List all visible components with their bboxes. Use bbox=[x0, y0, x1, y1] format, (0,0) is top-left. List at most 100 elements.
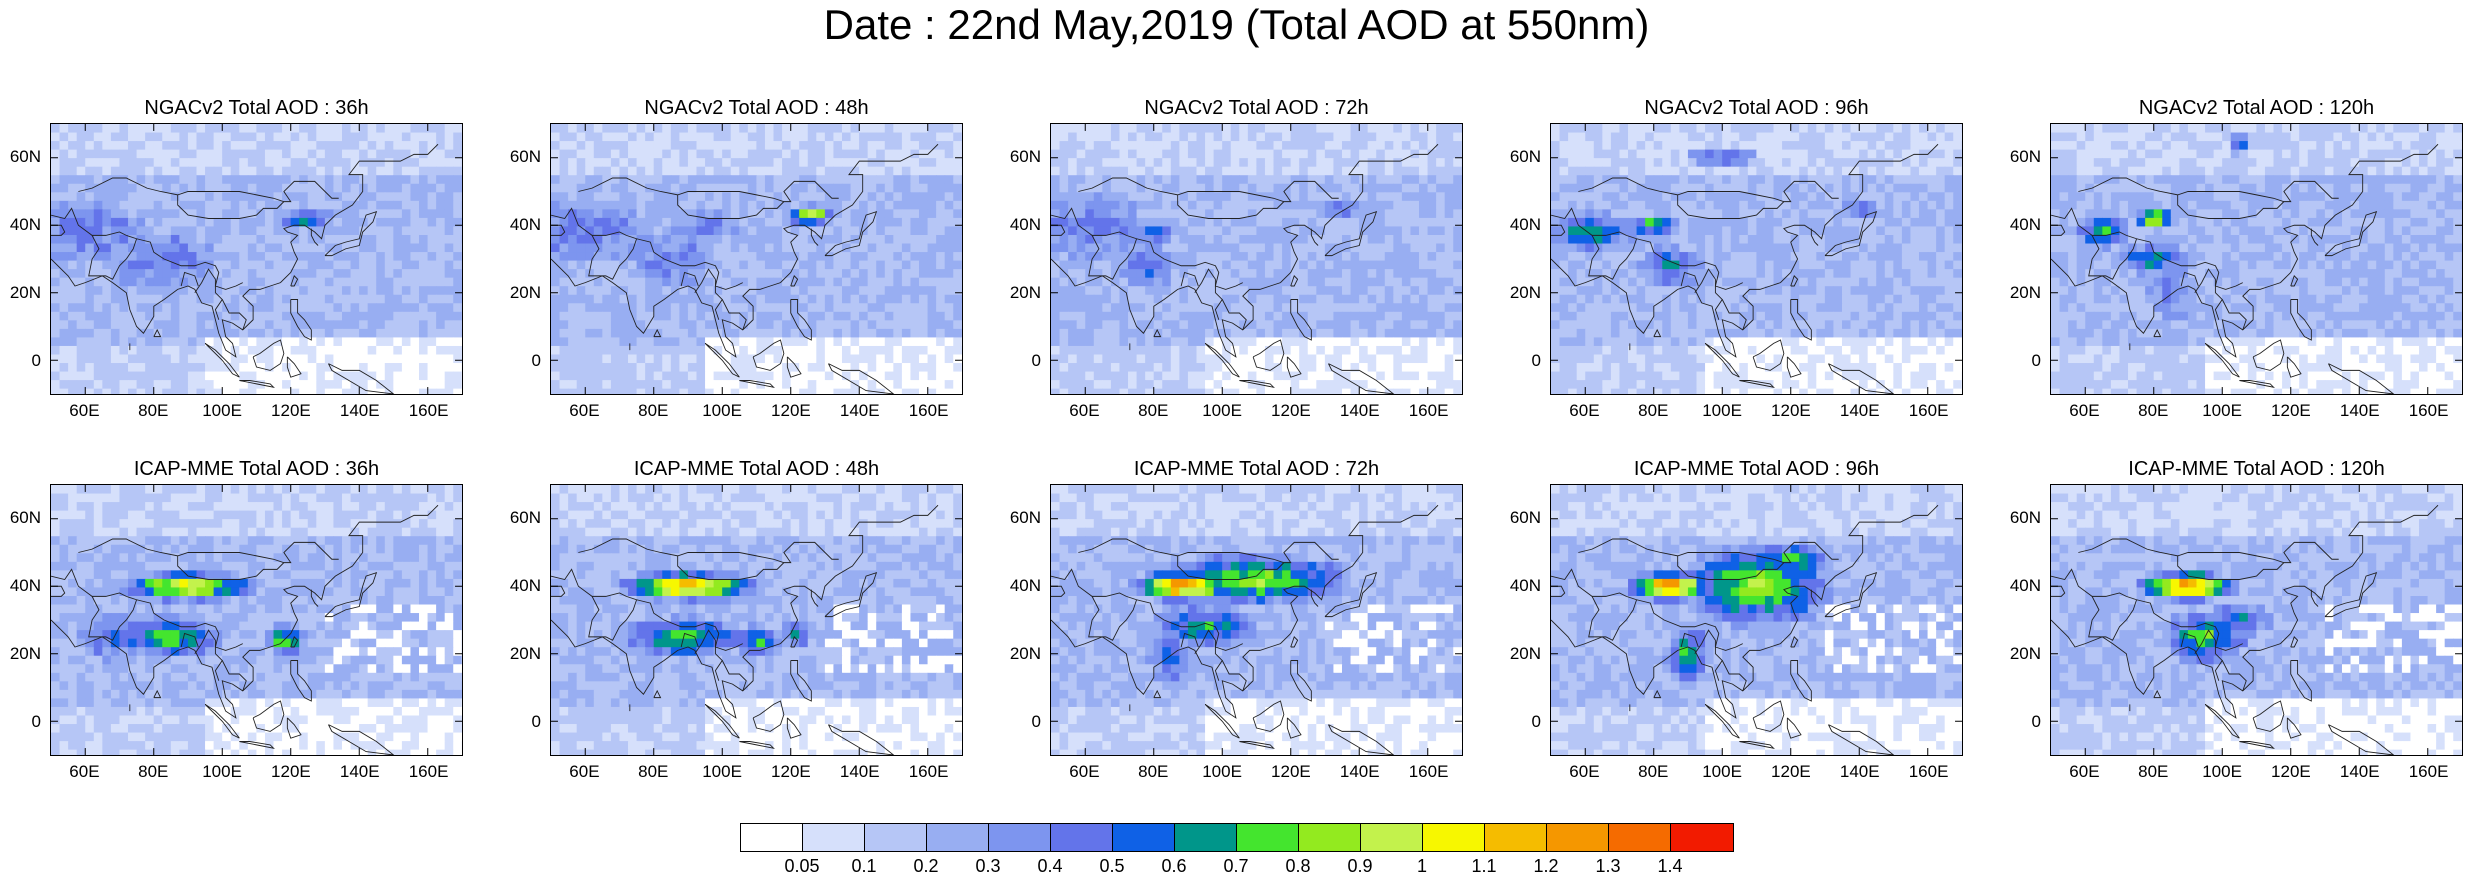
colorbar-swatch bbox=[1609, 824, 1671, 851]
aod-raster bbox=[1051, 124, 1462, 394]
y-tick-label: 40N bbox=[10, 215, 41, 235]
y-tick-label: 20N bbox=[1010, 283, 1041, 303]
y-tick-label: 0 bbox=[1032, 351, 1041, 371]
panel-title: NGACv2 Total AOD : 72h bbox=[1050, 97, 1463, 120]
colorbar-swatch bbox=[1423, 824, 1485, 851]
x-tick-label: 120E bbox=[1271, 401, 1311, 421]
colorbar-swatch bbox=[865, 824, 927, 851]
x-tick-label: 140E bbox=[1340, 401, 1380, 421]
aod-raster bbox=[2051, 124, 2462, 394]
colorbar-swatch bbox=[1485, 824, 1547, 851]
map-canvas bbox=[1551, 485, 1962, 755]
y-tick-label: 60N bbox=[2010, 508, 2041, 528]
y-tick-label: 0 bbox=[32, 351, 41, 371]
x-tick-label: 140E bbox=[1840, 401, 1880, 421]
x-tick-label: 100E bbox=[702, 762, 742, 782]
aod-map bbox=[1550, 123, 1963, 395]
map-canvas bbox=[1051, 124, 1462, 394]
x-tick-label: 80E bbox=[1638, 401, 1668, 421]
y-tick-label: 60N bbox=[1510, 147, 1541, 167]
x-tick-label: 140E bbox=[840, 762, 880, 782]
x-tick-label: 160E bbox=[2409, 762, 2449, 782]
y-tick-label: 60N bbox=[2010, 147, 2041, 167]
x-tick-label: 140E bbox=[2340, 762, 2380, 782]
y-tick-label: 20N bbox=[1510, 644, 1541, 664]
y-tick-label: 60N bbox=[10, 147, 41, 167]
x-tick-label: 60E bbox=[1569, 401, 1599, 421]
y-tick-label: 60N bbox=[1510, 508, 1541, 528]
x-tick-label: 160E bbox=[1409, 762, 1449, 782]
colorbar-swatch bbox=[1361, 824, 1423, 851]
y-tick-label: 0 bbox=[1032, 712, 1041, 732]
aod-map bbox=[50, 484, 463, 756]
x-tick-label: 80E bbox=[1638, 762, 1668, 782]
y-tick-label: 40N bbox=[2010, 576, 2041, 596]
x-tick-label: 140E bbox=[1340, 762, 1380, 782]
y-tick-label: 60N bbox=[510, 508, 541, 528]
panel-title: NGACv2 Total AOD : 96h bbox=[1550, 97, 1963, 120]
x-tick-label: 60E bbox=[569, 762, 599, 782]
x-tick-label: 120E bbox=[2271, 401, 2311, 421]
map-canvas bbox=[51, 485, 462, 755]
map-canvas bbox=[551, 485, 962, 755]
y-tick-label: 20N bbox=[510, 283, 541, 303]
x-tick-label: 60E bbox=[2069, 762, 2099, 782]
y-tick-label: 60N bbox=[10, 508, 41, 528]
x-tick-label: 140E bbox=[2340, 401, 2380, 421]
panel-title: NGACv2 Total AOD : 48h bbox=[550, 97, 963, 120]
x-tick-label: 140E bbox=[340, 401, 380, 421]
colorbar-swatch bbox=[927, 824, 989, 851]
panel-title: ICAP-MME Total AOD : 36h bbox=[50, 458, 463, 481]
x-tick-label: 120E bbox=[271, 762, 311, 782]
x-tick-label: 60E bbox=[69, 762, 99, 782]
x-tick-label: 60E bbox=[1069, 401, 1099, 421]
colorbar-swatch bbox=[1051, 824, 1113, 851]
y-tick-label: 20N bbox=[10, 644, 41, 664]
aod-map bbox=[50, 123, 463, 395]
y-tick-label: 40N bbox=[510, 215, 541, 235]
panel-title: ICAP-MME Total AOD : 96h bbox=[1550, 458, 1963, 481]
aod-map bbox=[550, 484, 963, 756]
colorbar-swatch bbox=[989, 824, 1051, 851]
y-tick-label: 20N bbox=[10, 283, 41, 303]
panel-title: ICAP-MME Total AOD : 120h bbox=[2050, 458, 2463, 481]
panel-title: ICAP-MME Total AOD : 72h bbox=[1050, 458, 1463, 481]
map-canvas bbox=[2051, 124, 2462, 394]
x-tick-label: 140E bbox=[840, 401, 880, 421]
aod-raster bbox=[2051, 485, 2462, 755]
colorbar-swatch bbox=[1175, 824, 1237, 851]
x-tick-label: 160E bbox=[909, 401, 949, 421]
panel-title: NGACv2 Total AOD : 120h bbox=[2050, 97, 2463, 120]
y-tick-label: 20N bbox=[2010, 644, 2041, 664]
x-tick-label: 120E bbox=[1771, 762, 1811, 782]
colorbar-swatch bbox=[1113, 824, 1175, 851]
x-tick-label: 140E bbox=[1840, 762, 1880, 782]
x-tick-label: 160E bbox=[1409, 401, 1449, 421]
x-tick-label: 60E bbox=[1069, 762, 1099, 782]
y-tick-label: 20N bbox=[1510, 283, 1541, 303]
map-canvas bbox=[2051, 485, 2462, 755]
colorbar-swatch bbox=[1299, 824, 1361, 851]
x-tick-label: 80E bbox=[638, 401, 668, 421]
aod-raster bbox=[51, 485, 462, 755]
y-tick-label: 40N bbox=[1010, 215, 1041, 235]
y-tick-label: 40N bbox=[510, 576, 541, 596]
x-tick-label: 60E bbox=[1569, 762, 1599, 782]
x-tick-label: 100E bbox=[202, 762, 242, 782]
map-canvas bbox=[51, 124, 462, 394]
x-tick-label: 80E bbox=[1138, 762, 1168, 782]
aod-map bbox=[2050, 123, 2463, 395]
colorbar bbox=[740, 823, 1734, 852]
x-tick-label: 160E bbox=[2409, 401, 2449, 421]
aod-raster bbox=[1051, 485, 1462, 755]
y-tick-label: 0 bbox=[2032, 351, 2041, 371]
aod-map bbox=[1050, 123, 1463, 395]
x-tick-label: 120E bbox=[271, 401, 311, 421]
